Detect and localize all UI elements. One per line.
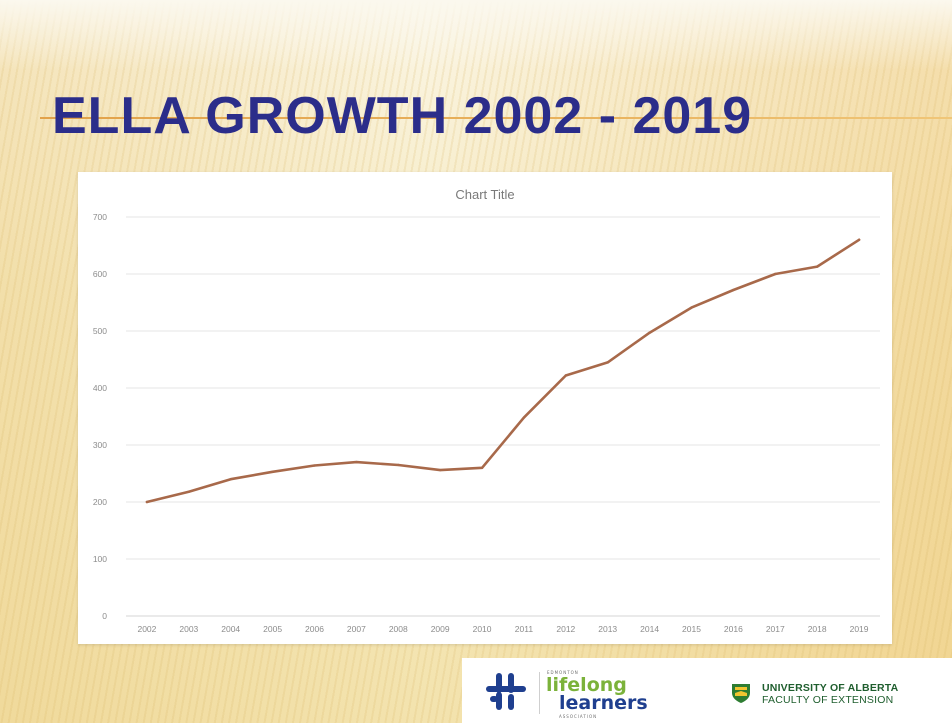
- data-point-2016: [732, 288, 735, 292]
- data-point-2006: [313, 464, 316, 467]
- x-tick-label: 2006: [305, 624, 324, 634]
- data-point-2003: [187, 490, 191, 493]
- x-tick-label: 2007: [347, 624, 366, 634]
- x-tick-label: 2005: [263, 624, 282, 634]
- x-tick-label: 2002: [137, 624, 156, 634]
- data-point-2015: [690, 306, 693, 309]
- x-tick-label: 2013: [598, 624, 617, 634]
- y-tick-label: 500: [93, 326, 107, 336]
- data-point-2012: [564, 374, 568, 377]
- x-tick-label: 2011: [515, 624, 534, 634]
- data-point-2009: [438, 468, 442, 472]
- slide-title: ELLA GROWTH 2002 - 2019: [52, 87, 753, 145]
- ella-top-text: EDMONTON: [547, 670, 579, 675]
- x-tick-label: 2014: [640, 624, 659, 634]
- data-point-2007: [355, 460, 358, 464]
- data-point-2005: [271, 470, 274, 473]
- data-point-2008: [397, 463, 400, 467]
- x-tick-label: 2019: [850, 624, 869, 634]
- chart-gridlines: [126, 216, 880, 617]
- title-rule: [40, 117, 952, 119]
- chart-title: Chart Title: [455, 187, 514, 202]
- background-top-fade: [0, 0, 952, 70]
- data-point-2019: [857, 238, 861, 241]
- y-tick-label: 100: [93, 554, 107, 564]
- x-tick-label: 2008: [389, 624, 408, 634]
- x-axis-ticks: 2002 2003 2004 2005 2006 2007 2008 2009 2010 2011…: [137, 624, 868, 634]
- x-tick-label: 2010: [473, 624, 492, 634]
- y-tick-label: 200: [93, 497, 107, 507]
- y-tick-label: 700: [93, 212, 107, 222]
- faculty-name: FACULTY OF EXTENSION: [762, 694, 894, 706]
- x-tick-label: 2003: [179, 624, 198, 634]
- x-tick-label: 2009: [431, 624, 450, 634]
- data-point-2002: [145, 500, 149, 504]
- series-line-0: [145, 238, 861, 504]
- x-tick-label: 2012: [556, 624, 575, 634]
- data-point-2010: [480, 466, 484, 469]
- university-crest-icon: [732, 684, 750, 703]
- data-point-2018: [815, 265, 819, 268]
- ella-bottom-text: ASSOCIATION: [559, 714, 598, 719]
- y-axis-ticks: 0 100 200 300 400 500 600 700: [93, 212, 107, 621]
- y-tick-label: 0: [102, 611, 107, 621]
- data-point-2011: [522, 416, 526, 419]
- x-tick-label: 2016: [724, 624, 743, 634]
- y-tick-label: 400: [93, 383, 107, 393]
- ella-word-lifelong: lifelong: [546, 674, 627, 696]
- logo-divider: [539, 672, 540, 714]
- data-point-2004: [229, 478, 232, 481]
- chart-panel: 0 100 200 300 400 500 600 700 2002 2003 2004 2005 2…: [78, 172, 892, 644]
- data-point-2017: [774, 272, 777, 276]
- x-tick-label: 2004: [221, 624, 240, 634]
- x-tick-label: 2018: [808, 624, 827, 634]
- ella-word-learners: learners: [559, 692, 648, 714]
- x-tick-label: 2017: [766, 624, 785, 634]
- university-name: UNIVERSITY OF ALBERTA: [762, 682, 899, 694]
- y-tick-label: 300: [93, 440, 107, 450]
- data-point-2014: [648, 331, 651, 334]
- ella-logo-icon: [486, 673, 526, 710]
- chart-series: [145, 238, 861, 504]
- x-tick-label: 2015: [682, 624, 701, 634]
- logo-bar: EDMONTON lifelong learners ASSOCIATION U…: [462, 658, 952, 723]
- y-tick-label: 600: [93, 269, 107, 279]
- data-point-2013: [606, 361, 609, 364]
